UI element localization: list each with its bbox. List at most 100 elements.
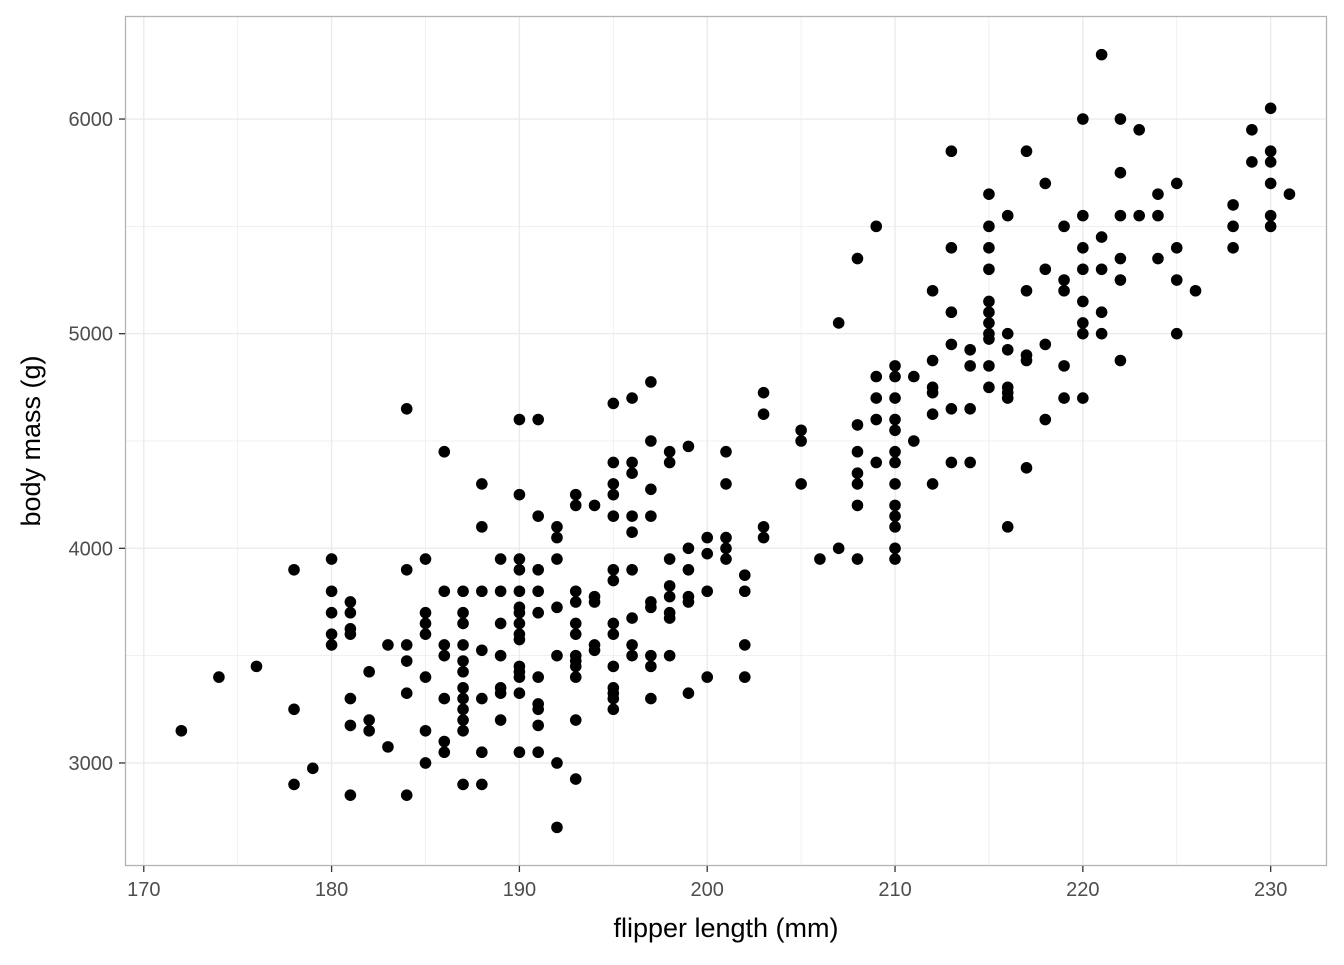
data-point xyxy=(663,649,676,662)
data-point xyxy=(983,295,995,308)
data-point xyxy=(1152,209,1164,222)
data-point xyxy=(1227,242,1239,254)
data-point xyxy=(851,445,864,458)
data-point xyxy=(1114,274,1127,286)
data-point xyxy=(1039,413,1052,426)
data-point xyxy=(1058,392,1070,404)
data-point xyxy=(476,585,488,598)
data-point xyxy=(588,499,601,512)
data-point xyxy=(513,671,526,683)
data-point xyxy=(983,360,995,372)
data-point xyxy=(569,671,582,683)
data-point xyxy=(964,343,976,356)
data-point xyxy=(663,445,676,458)
data-point xyxy=(870,413,883,426)
data-point xyxy=(1001,327,1014,340)
data-point xyxy=(607,510,620,522)
data-point xyxy=(419,617,432,630)
data-point xyxy=(945,456,958,469)
data-point xyxy=(513,746,526,759)
data-point xyxy=(325,639,338,651)
data-point xyxy=(551,531,563,544)
data-point xyxy=(1227,220,1239,233)
data-point xyxy=(645,510,657,522)
data-point xyxy=(551,821,563,834)
data-point xyxy=(663,612,676,624)
data-point xyxy=(889,360,901,372)
data-point xyxy=(363,714,375,726)
data-point xyxy=(400,403,413,415)
data-point xyxy=(889,445,901,458)
data-point xyxy=(1264,102,1277,115)
data-point xyxy=(701,585,714,598)
data-point xyxy=(1283,188,1296,200)
data-point xyxy=(832,317,845,329)
data-point xyxy=(1020,354,1033,367)
data-point xyxy=(926,386,939,399)
data-point xyxy=(945,306,958,319)
x-tick-label: 200 xyxy=(691,879,724,901)
data-point xyxy=(400,563,413,576)
data-point xyxy=(438,746,451,759)
data-point xyxy=(983,220,995,233)
data-point xyxy=(1077,209,1089,222)
data-point xyxy=(889,424,901,437)
data-point xyxy=(1077,317,1089,329)
data-point xyxy=(964,456,976,469)
data-point xyxy=(926,408,939,420)
data-point xyxy=(569,628,582,640)
data-point xyxy=(513,413,526,426)
y-axis-title: body mass (g) xyxy=(16,355,46,526)
data-point xyxy=(569,488,582,501)
data-point xyxy=(400,687,413,700)
data-point xyxy=(663,580,676,592)
data-point xyxy=(738,671,751,683)
data-point xyxy=(1039,263,1052,276)
data-point xyxy=(532,746,544,759)
data-point xyxy=(870,220,883,233)
data-point xyxy=(457,585,469,598)
data-point xyxy=(344,692,357,705)
data-point xyxy=(325,628,338,640)
data-point xyxy=(983,263,995,276)
data-point xyxy=(344,596,357,608)
data-point xyxy=(738,585,751,598)
data-point xyxy=(1114,209,1127,222)
data-point xyxy=(926,284,939,297)
data-point xyxy=(926,478,939,490)
x-tick-label: 210 xyxy=(878,879,911,901)
data-point xyxy=(1170,242,1183,254)
data-point xyxy=(344,789,357,801)
data-point xyxy=(889,499,901,512)
data-point xyxy=(400,639,413,651)
data-point xyxy=(1039,338,1052,351)
data-point xyxy=(288,778,300,791)
data-point xyxy=(832,542,845,555)
data-point xyxy=(551,553,563,565)
data-point xyxy=(1039,177,1052,190)
data-point xyxy=(344,628,357,640)
data-point xyxy=(513,633,526,646)
data-point xyxy=(476,521,488,533)
data-point xyxy=(1077,392,1089,404)
data-point xyxy=(1077,295,1089,308)
data-point xyxy=(795,435,807,447)
data-point xyxy=(494,649,507,662)
data-point xyxy=(438,445,451,458)
data-point xyxy=(682,542,695,555)
data-point xyxy=(1170,327,1183,340)
data-point xyxy=(457,692,469,705)
data-point xyxy=(738,569,751,581)
data-points xyxy=(175,48,1296,834)
data-point xyxy=(551,601,563,614)
data-point xyxy=(1020,462,1033,474)
data-point xyxy=(1001,209,1014,222)
data-point xyxy=(569,714,582,726)
data-point xyxy=(532,719,544,732)
data-point xyxy=(532,510,544,522)
y-tick-label: 6000 xyxy=(69,109,114,131)
major-gridlines xyxy=(125,16,1327,866)
data-point xyxy=(701,531,714,544)
data-point xyxy=(400,789,413,801)
